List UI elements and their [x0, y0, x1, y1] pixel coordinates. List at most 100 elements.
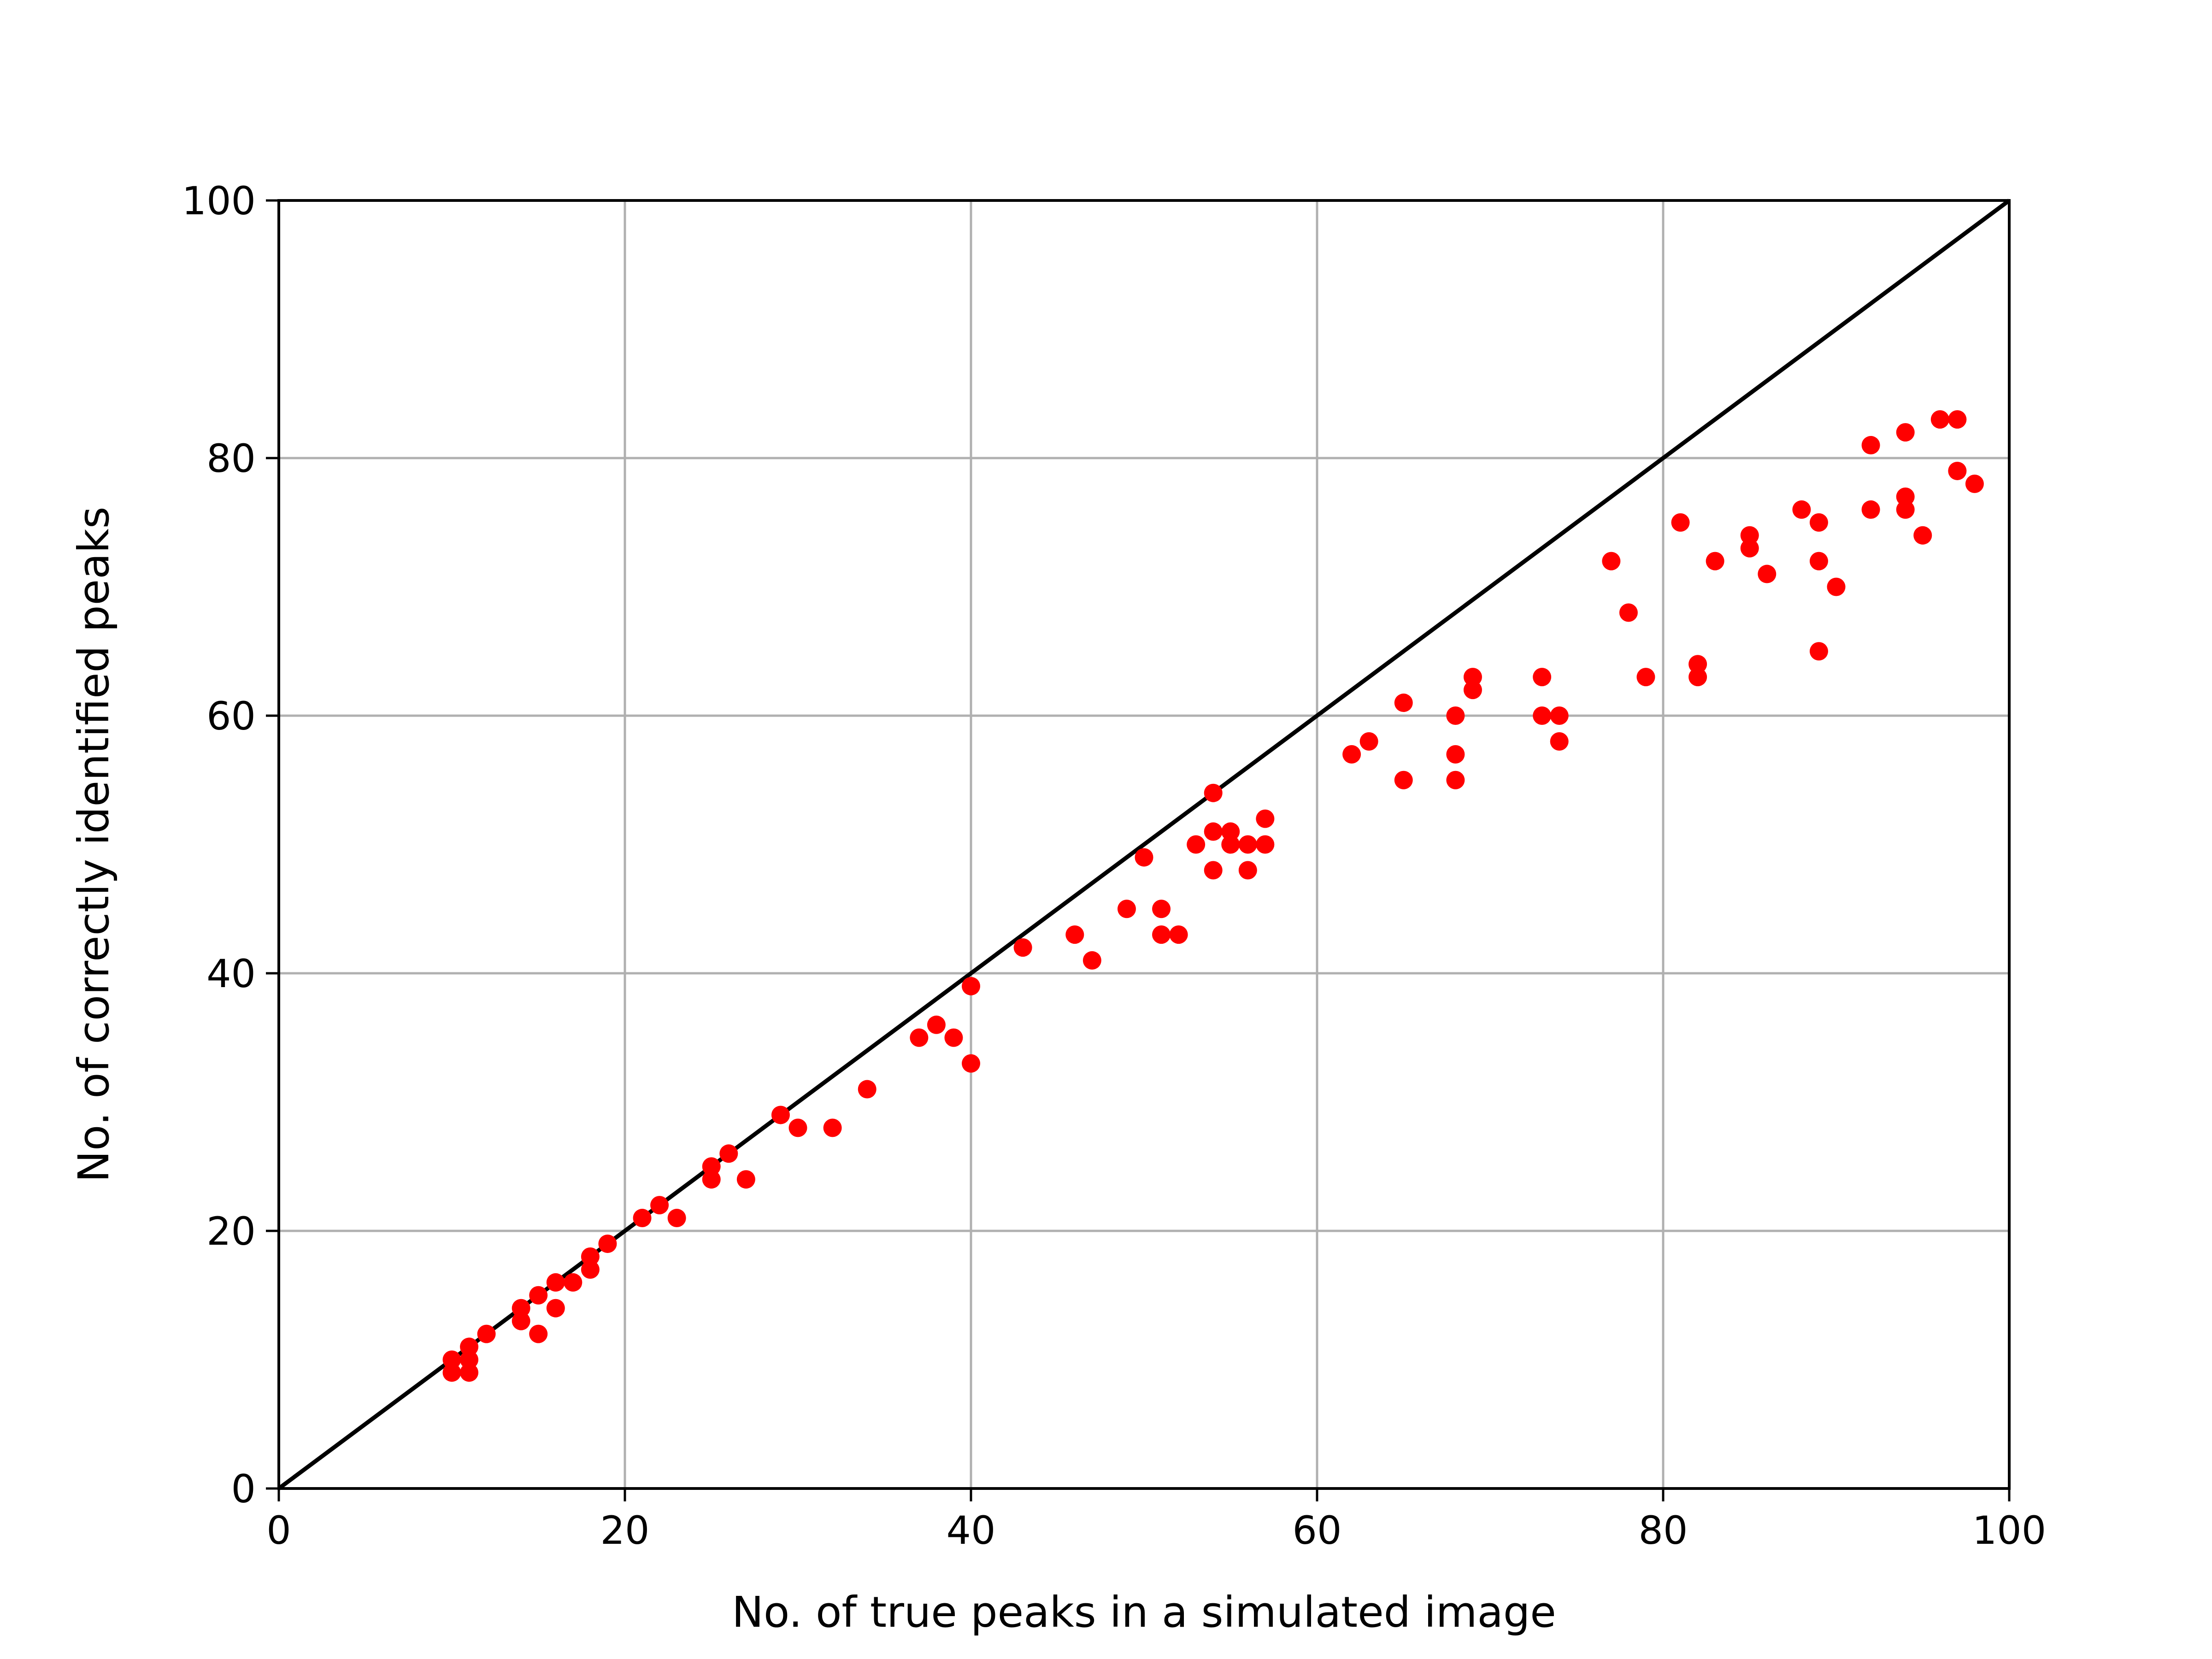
- data-point: [1204, 861, 1223, 880]
- data-point: [1013, 938, 1032, 957]
- y-tick-label: 40: [206, 951, 256, 996]
- data-point: [1082, 951, 1101, 970]
- data-point: [1463, 681, 1482, 700]
- data-point: [1204, 822, 1223, 841]
- data-point: [1169, 925, 1188, 944]
- data-point: [546, 1299, 565, 1318]
- data-point: [1896, 500, 1915, 519]
- data-point: [1827, 577, 1846, 596]
- data-point: [1533, 706, 1552, 725]
- data-point: [910, 1028, 929, 1047]
- data-point: [1740, 526, 1759, 545]
- data-point: [667, 1209, 686, 1228]
- data-point: [1152, 900, 1171, 918]
- data-point: [1221, 835, 1240, 854]
- data-point: [529, 1324, 548, 1343]
- data-point: [1256, 835, 1275, 854]
- data-point: [736, 1170, 755, 1189]
- data-point: [442, 1350, 461, 1369]
- data-point: [546, 1273, 565, 1292]
- data-point: [927, 1015, 946, 1034]
- data-point: [1809, 513, 1828, 532]
- data-point: [1896, 487, 1915, 506]
- data-point: [771, 1106, 790, 1124]
- data-point: [633, 1209, 652, 1228]
- data-point: [1706, 552, 1724, 571]
- data-point: [1740, 539, 1759, 558]
- data-point: [564, 1273, 582, 1292]
- x-axis-label: No. of true peaks in a simulated image: [732, 1588, 1556, 1637]
- y-tick-label: 80: [206, 436, 256, 481]
- data-point: [598, 1234, 617, 1253]
- data-point: [1446, 771, 1465, 789]
- y-axis-label: No. of correctly identified peaks: [69, 506, 118, 1182]
- data-point: [1117, 900, 1136, 918]
- x-tick-label: 20: [600, 1508, 650, 1553]
- data-point: [1861, 500, 1880, 519]
- data-point: [823, 1118, 842, 1137]
- axis-ticks: 0 20 40 60 80 100 0 20 40 60 80 100: [182, 178, 2047, 1553]
- data-point: [1152, 925, 1171, 944]
- data-point: [1256, 809, 1275, 828]
- data-point: [442, 1363, 461, 1382]
- data-point: [962, 1054, 980, 1073]
- data-point: [1533, 668, 1552, 687]
- data-point: [1446, 706, 1465, 725]
- data-point: [1135, 848, 1153, 867]
- plot-frame: [277, 199, 2011, 1490]
- data-point: [788, 1118, 807, 1137]
- data-point: [1550, 706, 1569, 725]
- data-point: [1204, 783, 1223, 802]
- x-tick-label: 0: [266, 1508, 291, 1553]
- x-tick-label: 60: [1293, 1508, 1342, 1553]
- y-tick-label: 20: [206, 1209, 256, 1254]
- data-point: [1671, 513, 1690, 532]
- x-tick-label: 40: [947, 1508, 996, 1553]
- data-point: [460, 1363, 479, 1382]
- y-tick-label: 60: [206, 694, 256, 739]
- data-point: [1394, 771, 1413, 789]
- data-point: [1446, 745, 1465, 764]
- data-point: [1238, 835, 1257, 854]
- x-tick-label: 80: [1639, 1508, 1688, 1553]
- data-points: [442, 410, 1984, 1382]
- data-point: [1187, 835, 1206, 854]
- data-point: [581, 1247, 600, 1266]
- data-point: [1238, 861, 1257, 880]
- data-point: [1948, 410, 1967, 429]
- data-point: [1463, 668, 1482, 687]
- data-point: [1896, 423, 1915, 442]
- data-point: [1221, 822, 1240, 841]
- data-point: [460, 1337, 479, 1356]
- data-point: [944, 1028, 963, 1047]
- data-point: [1930, 410, 1949, 429]
- data-point: [1809, 642, 1828, 661]
- data-point: [1758, 565, 1777, 583]
- y-tick-label: 0: [231, 1466, 256, 1512]
- identity-reference-line: [277, 199, 2011, 1490]
- data-point: [460, 1350, 479, 1369]
- data-point: [477, 1324, 496, 1343]
- data-point: [1861, 436, 1880, 455]
- data-point: [1948, 461, 1967, 480]
- data-point: [1792, 500, 1811, 519]
- data-point: [1359, 732, 1378, 751]
- data-point: [512, 1299, 530, 1318]
- data-point: [1394, 694, 1413, 712]
- data-point: [581, 1260, 600, 1279]
- data-point: [512, 1312, 530, 1330]
- y-tick-label: 100: [182, 178, 256, 224]
- data-point: [1619, 603, 1638, 622]
- data-point: [719, 1144, 738, 1163]
- data-point: [1602, 552, 1621, 571]
- data-point: [1065, 925, 1084, 944]
- data-point: [1688, 668, 1707, 687]
- data-point: [1636, 668, 1655, 687]
- data-point: [858, 1080, 877, 1099]
- data-point: [962, 977, 980, 995]
- data-point: [702, 1157, 721, 1176]
- x-tick-label: 100: [1972, 1508, 2046, 1553]
- data-point: [1688, 655, 1707, 674]
